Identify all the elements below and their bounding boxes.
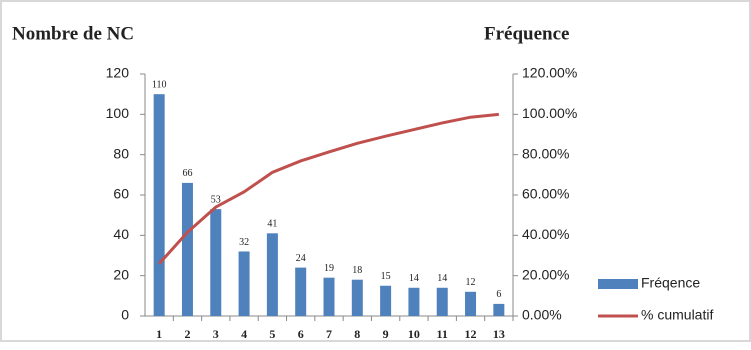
y-tick-label: 20 xyxy=(113,266,129,282)
bar xyxy=(436,287,448,316)
x-tick-label: 11 xyxy=(437,327,448,341)
bar xyxy=(408,287,420,316)
y-tick-label: 0 xyxy=(121,307,129,323)
bar xyxy=(210,209,222,316)
bar-value-label: 14 xyxy=(409,273,419,284)
y2-tick-label: 40.00% xyxy=(522,226,569,242)
y-tick-label: 60 xyxy=(113,186,129,202)
y-tick-label: 80 xyxy=(113,145,129,161)
bar xyxy=(238,251,250,316)
x-tick-label: 9 xyxy=(383,327,389,341)
y-tick-label: 100 xyxy=(106,105,130,121)
x-tick-label: 12 xyxy=(465,327,477,341)
bar-value-label: 14 xyxy=(437,273,447,284)
legend-swatch xyxy=(598,279,638,289)
x-tick-label: 6 xyxy=(298,327,304,341)
chart-frame xyxy=(0,0,751,342)
cumulative-line xyxy=(158,112,499,265)
bar xyxy=(181,182,193,316)
x-tick-label: 1 xyxy=(156,327,162,341)
bar xyxy=(380,285,392,316)
bar-value-label: 53 xyxy=(211,194,221,205)
x-tick-label: 3 xyxy=(213,327,219,341)
x-tick-label: 4 xyxy=(241,327,247,341)
bar-value-label: 12 xyxy=(466,277,476,288)
y2-tick-label: 80.00% xyxy=(522,145,569,161)
bar xyxy=(266,233,278,316)
y2-tick-label: 60.00% xyxy=(522,186,569,202)
legend-label: % cumulatif xyxy=(641,307,713,323)
x-tick-label: 5 xyxy=(269,327,275,341)
bar-value-label: 110 xyxy=(152,79,167,90)
bar-value-label: 19 xyxy=(324,263,334,274)
bar xyxy=(465,291,477,316)
bar xyxy=(295,267,307,316)
bar xyxy=(323,277,335,316)
bar-value-label: 15 xyxy=(381,271,391,282)
bar-value-label: 66 xyxy=(182,168,192,179)
y2-tick-label: 120.00% xyxy=(522,65,577,81)
bar-value-label: 24 xyxy=(296,253,306,264)
bar xyxy=(493,303,505,316)
bar-value-label: 6 xyxy=(496,289,501,300)
x-tick-label: 8 xyxy=(354,327,360,341)
bar-value-label: 41 xyxy=(267,219,277,230)
x-tick-label: 7 xyxy=(326,327,332,341)
y-tick-label: 40 xyxy=(113,226,129,242)
bar xyxy=(351,279,363,316)
y2-tick-label: 20.00% xyxy=(522,266,569,282)
x-tick-label: 10 xyxy=(408,327,420,341)
y2-axis-title: Fréquence xyxy=(484,23,569,44)
x-tick-label: 2 xyxy=(184,327,190,341)
y2-tick-label: 0.00% xyxy=(522,307,562,323)
y-axis-title: Nombre de NC xyxy=(12,23,134,44)
y2-tick-label: 100.00% xyxy=(522,105,577,121)
legend-label: Fréqence xyxy=(641,275,700,291)
bar-value-label: 18 xyxy=(352,265,362,276)
bar-value-label: 32 xyxy=(239,237,249,248)
bar xyxy=(153,94,165,317)
y-tick-label: 120 xyxy=(106,65,130,81)
x-tick-label: 13 xyxy=(493,327,505,341)
